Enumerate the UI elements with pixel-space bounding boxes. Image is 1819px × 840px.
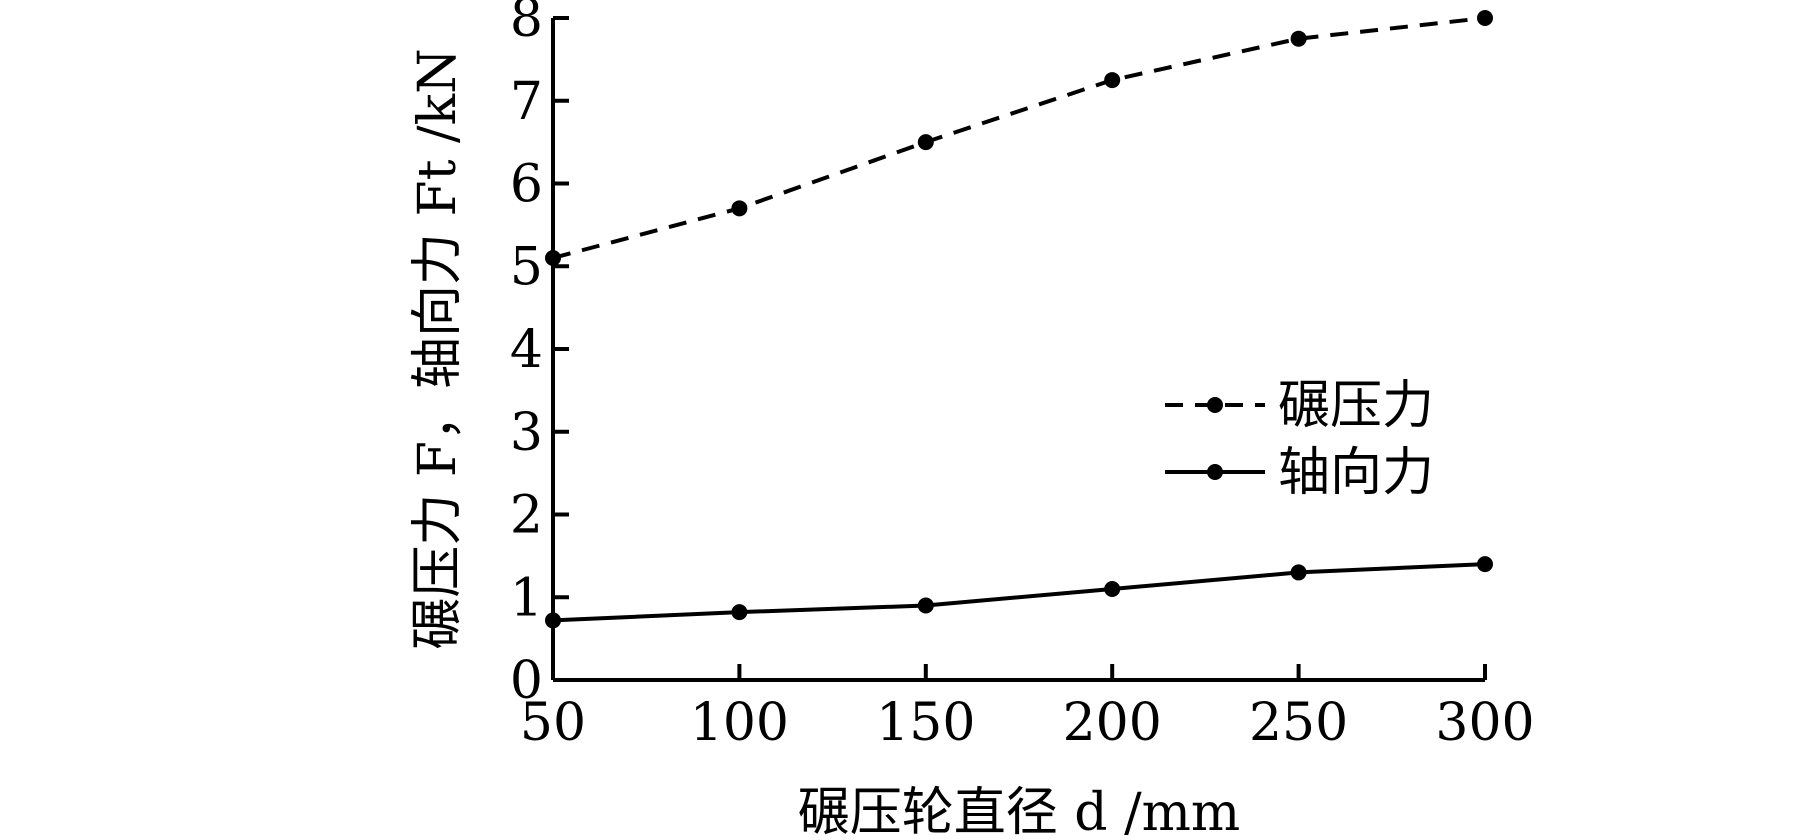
data-point — [545, 249, 561, 266]
legend: 碾压力 轴向力 — [1165, 376, 1434, 503]
x-tick-label: 100 — [690, 693, 789, 753]
legend-label-axial-force: 轴向力 — [1278, 443, 1434, 503]
axes — [551, 18, 1485, 682]
data-point — [1477, 10, 1493, 26]
y-tick-label: 0 — [510, 651, 543, 711]
y-tick-label: 8 — [510, 0, 543, 49]
data-point — [917, 134, 934, 151]
y-tick-label: 4 — [510, 320, 543, 380]
series-line-rolling-force — [552, 16, 1486, 260]
data-point — [545, 612, 561, 629]
y-tick-label: 3 — [510, 403, 543, 463]
legend-item-rolling-force: 碾压力 — [1165, 376, 1434, 436]
legend-label-rolling-force: 碾压力 — [1278, 376, 1434, 436]
x-tick-label: 150 — [876, 693, 975, 753]
data-point — [917, 597, 934, 614]
data-point — [731, 604, 748, 621]
y-tick-label: 6 — [510, 155, 543, 215]
y-axis-title: 碾压力 F，轴向力 Ft /kN — [408, 48, 468, 649]
legend-marker-rolling-force — [1207, 397, 1223, 413]
y-tick-label: 1 — [510, 568, 543, 628]
data-point — [1104, 580, 1121, 597]
series-layer — [545, 10, 1493, 629]
x-tick-label: 300 — [1435, 693, 1534, 753]
data-point — [1290, 564, 1307, 581]
data-point — [1477, 556, 1493, 573]
y-tick-label: 7 — [510, 72, 543, 132]
axis-ticks: 0 1 2 3 4 5 6 7 8 50 100 150 200 250 300 — [510, 0, 1535, 753]
legend-marker-axial-force — [1207, 464, 1223, 480]
y-tick-label: 2 — [510, 486, 543, 546]
x-tick-label: 250 — [1249, 693, 1348, 753]
x-axis-title: 碾压轮直径 d /mm — [798, 783, 1240, 840]
legend-item-axial-force: 轴向力 — [1165, 443, 1434, 503]
data-point — [1290, 30, 1307, 47]
x-tick-label: 200 — [1063, 693, 1162, 753]
series-line-axial-force — [552, 562, 1486, 623]
data-point — [1104, 72, 1121, 89]
x-tick-label: 50 — [520, 693, 586, 753]
data-point — [731, 200, 748, 217]
y-tick-label: 5 — [510, 237, 543, 297]
